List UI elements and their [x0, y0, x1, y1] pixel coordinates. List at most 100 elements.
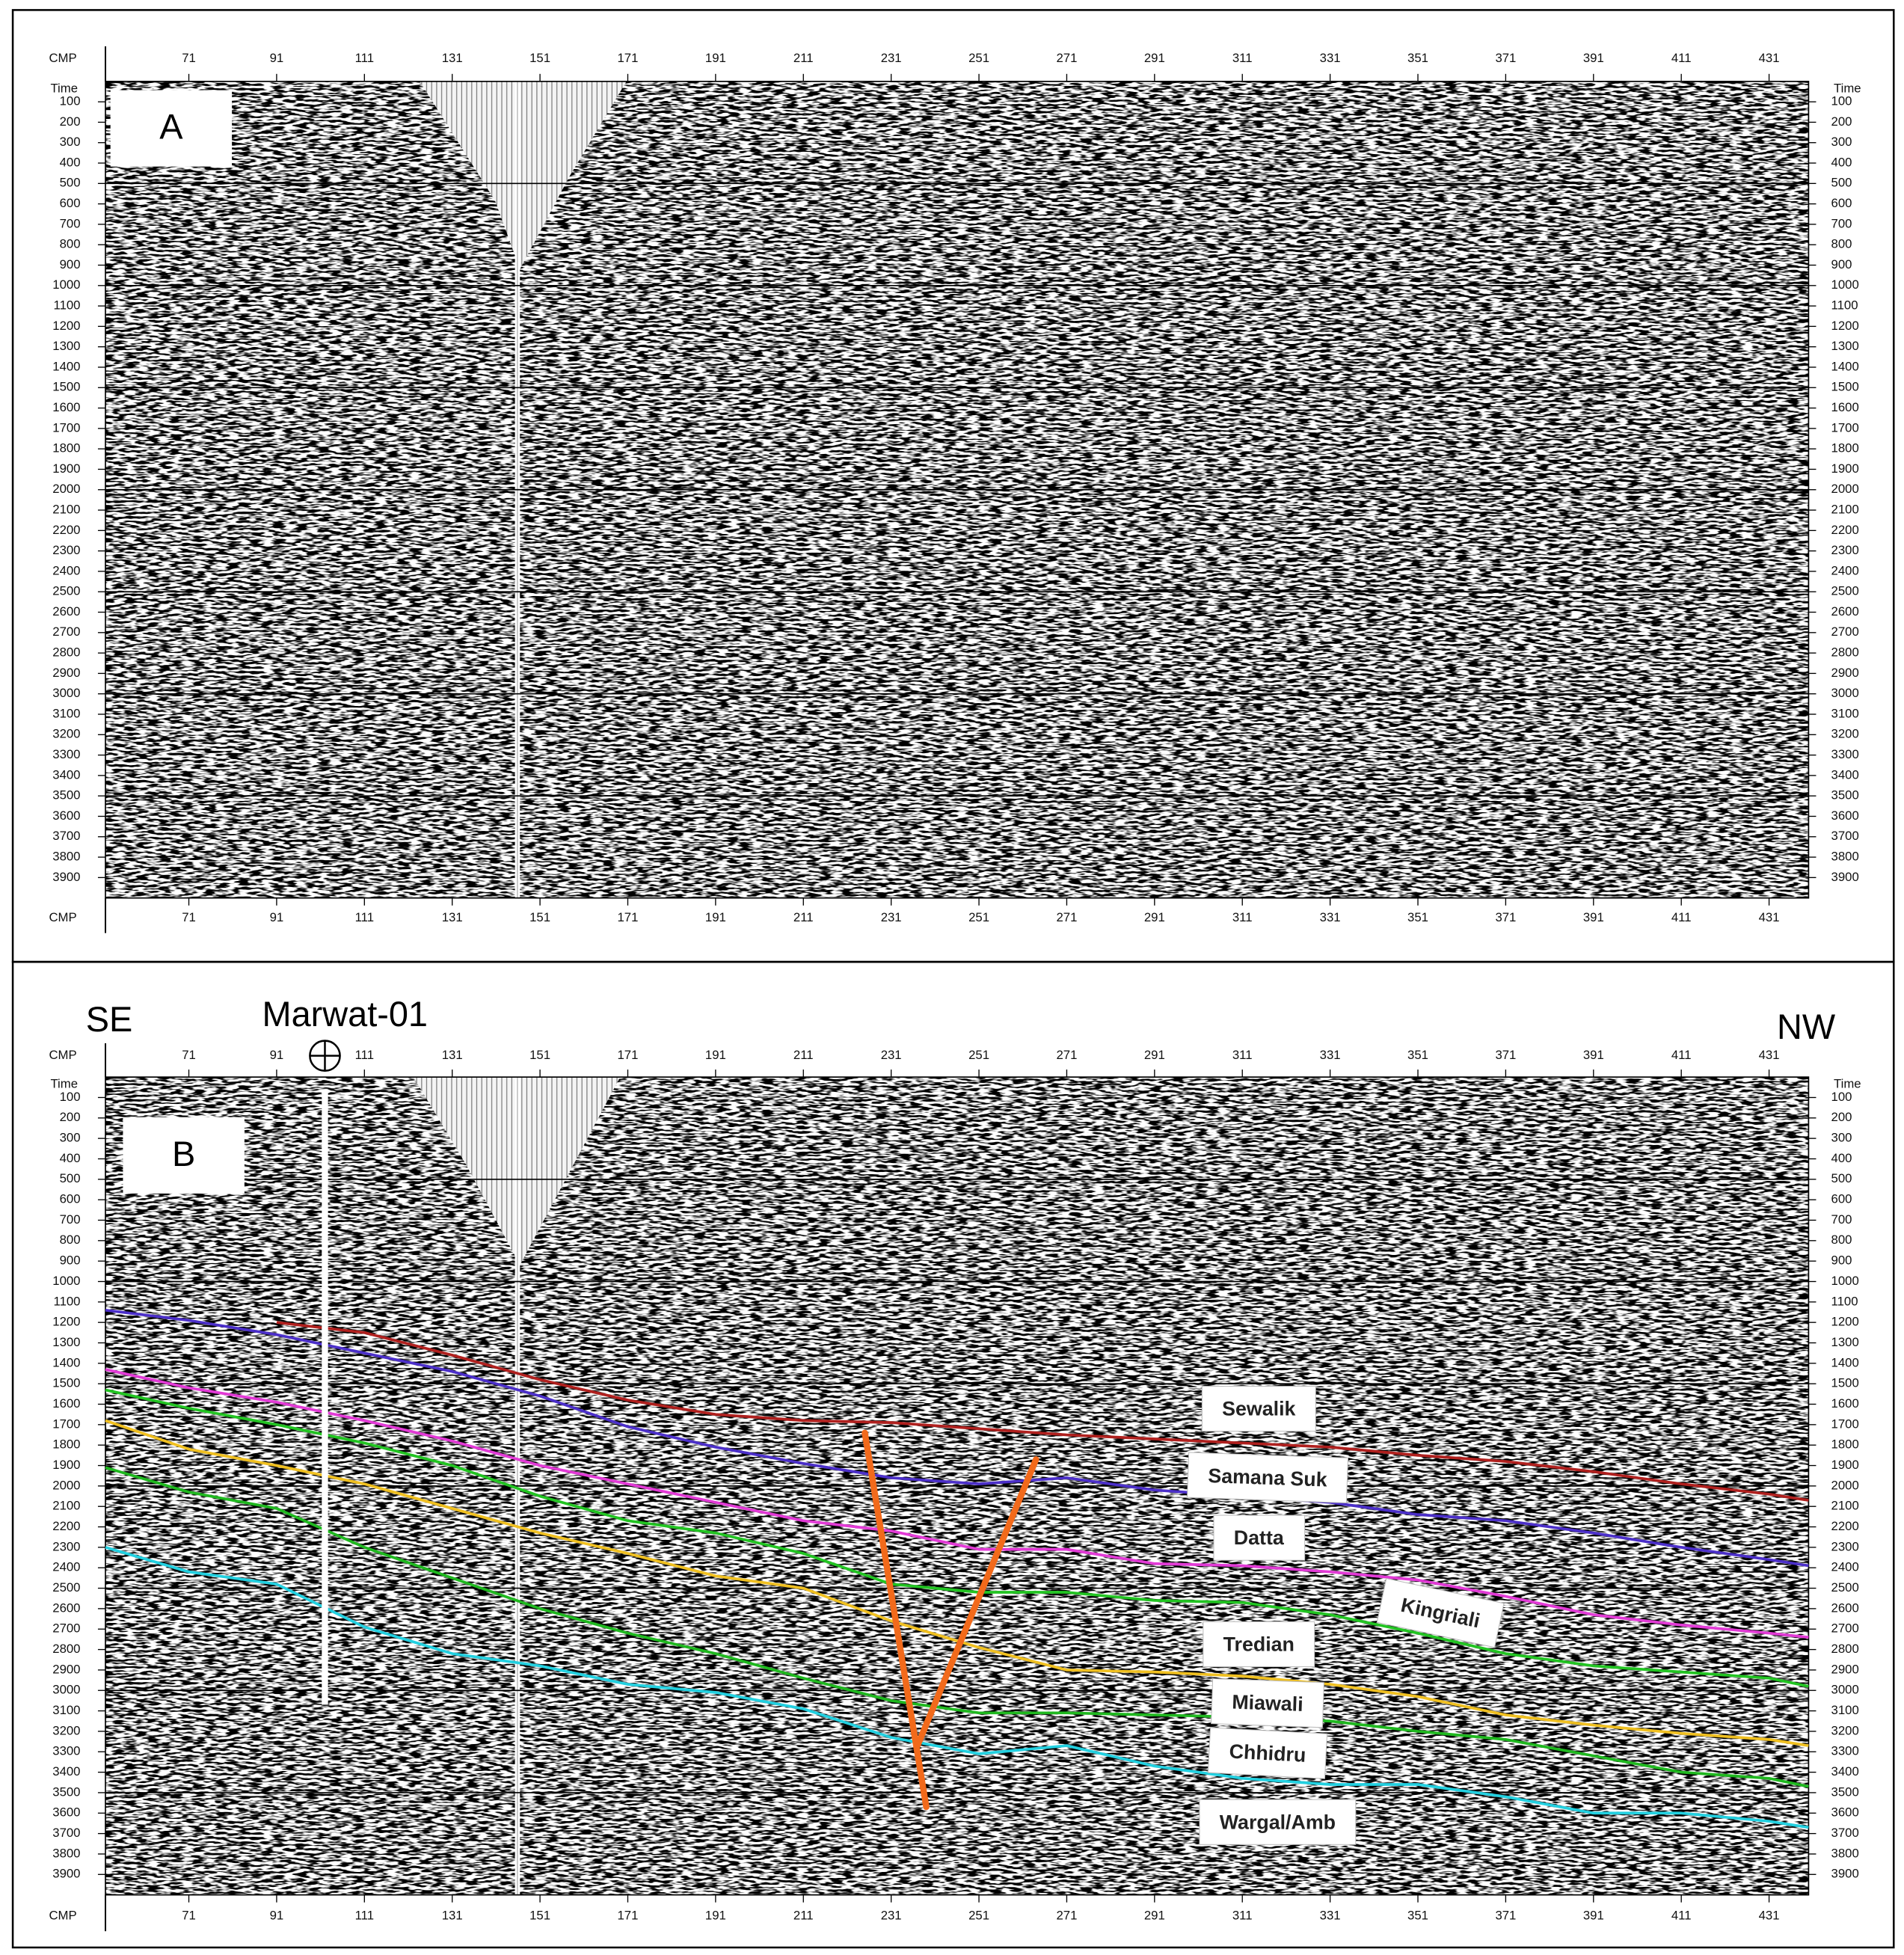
y-tick-label: 2500	[1831, 584, 1859, 598]
y-tick-label: 1400	[1831, 1355, 1859, 1369]
y-tick-label: 1400	[1831, 359, 1859, 373]
y-axis-label: Time	[1834, 1077, 1861, 1091]
y-tick-label: 2800	[1831, 1642, 1859, 1656]
y-tick-label: 1900	[1831, 461, 1859, 476]
x-tick-label: 171	[618, 51, 639, 65]
x-tick-label: 431	[1759, 910, 1780, 924]
x-tick-label: 351	[1407, 1048, 1428, 1062]
y-tick-label: 1600	[52, 1396, 80, 1411]
formation-label-text: Chhidru	[1229, 1740, 1306, 1766]
y-tick-label: 2500	[52, 584, 80, 598]
y-tick-label: 2200	[52, 523, 80, 537]
y-tick-label: 3300	[1831, 1744, 1859, 1758]
x-tick-label: 371	[1495, 910, 1516, 924]
x-tick-label: 111	[355, 1048, 374, 1062]
formation-label: Chhidru	[1207, 1727, 1328, 1779]
y-tick-label: 2000	[52, 482, 80, 496]
x-tick-label: 431	[1759, 51, 1780, 65]
x-tick-label: 111	[355, 1909, 374, 1923]
y-tick-label: 2200	[1831, 1519, 1859, 1533]
x-tick-label: 251	[968, 51, 989, 65]
y-tick-label: 400	[60, 1151, 81, 1165]
well-name: Marwat-01	[262, 995, 428, 1034]
x-tick-label: 391	[1583, 1048, 1604, 1062]
y-tick-label: 1000	[1831, 1274, 1859, 1288]
x-tick-label: 211	[793, 1909, 814, 1923]
y-tick-label: 1200	[1831, 1315, 1859, 1329]
y-tick-label: 2500	[52, 1580, 80, 1595]
y-tick-label: 3900	[1831, 870, 1859, 884]
y-tick-label: 200	[60, 1110, 81, 1124]
formation-label-text: Wargal/Amb	[1220, 1811, 1336, 1833]
panel-label: B	[172, 1135, 195, 1173]
formation-label: Wargal/Amb	[1199, 1799, 1357, 1845]
y-tick-label: 1300	[52, 1335, 80, 1349]
formation-label: Samana Suk	[1187, 1452, 1349, 1504]
x-tick-label: 211	[793, 51, 814, 65]
x-tick-label: 371	[1495, 51, 1516, 65]
y-tick-label: 2000	[1831, 482, 1859, 496]
y-tick-label: 3100	[1831, 706, 1859, 720]
fault	[914, 1456, 1039, 1749]
y-tick-label: 300	[60, 135, 81, 149]
x-tick-label: 131	[442, 51, 463, 65]
formation-label: Sewalik	[1201, 1386, 1316, 1432]
y-tick-label: 1600	[1831, 400, 1859, 414]
y-tick-label: 3500	[52, 1784, 80, 1799]
y-tick-label: 2000	[52, 1478, 80, 1492]
y-tick-label: 2100	[1831, 1499, 1859, 1513]
y-tick-label: 3400	[52, 767, 80, 782]
y-tick-label: 900	[1831, 1253, 1852, 1268]
y-tick-label: 3400	[1831, 1764, 1859, 1778]
y-tick-label: 3500	[1831, 1784, 1859, 1799]
y-tick-label: 2600	[52, 604, 80, 619]
x-tick-label: 131	[442, 1909, 463, 1923]
x-tick-label: 291	[1144, 51, 1165, 65]
y-tick-label: 3300	[52, 747, 80, 761]
y-tick-label: 400	[60, 155, 81, 169]
y-tick-label: 1700	[1831, 1417, 1859, 1431]
y-tick-label: 3600	[52, 808, 80, 823]
x-tick-label: 431	[1759, 1048, 1780, 1062]
y-tick-label: 1900	[52, 1458, 80, 1472]
x-tick-label: 131	[442, 910, 463, 924]
y-tick-label: 1800	[1831, 1437, 1859, 1452]
x-tick-label: 411	[1671, 51, 1692, 65]
y-tick-label: 3000	[52, 686, 80, 700]
y-tick-label: 2100	[52, 1499, 80, 1513]
y-tick-label: 2400	[52, 563, 80, 577]
y-tick-label: 3600	[1831, 1805, 1859, 1820]
y-tick-label: 600	[60, 196, 81, 210]
formation-label-box	[1376, 1577, 1505, 1648]
y-tick-label: 2900	[52, 1662, 80, 1676]
y-tick-label: 1200	[52, 1315, 80, 1329]
y-tick-label: 3300	[52, 1744, 80, 1758]
y-tick-label: 2700	[1831, 1621, 1859, 1636]
y-tick-label: 500	[1831, 176, 1852, 190]
y-tick-label: 1300	[1831, 339, 1859, 353]
x-tick-label: 311	[1232, 910, 1253, 924]
y-tick-label: 600	[60, 1192, 81, 1206]
x-axis-label: CMP	[49, 1048, 76, 1062]
y-tick-label: 3600	[1831, 808, 1859, 823]
formation-label-box	[1187, 1452, 1349, 1504]
panel-frame	[11, 960, 1895, 1949]
x-tick-label: 151	[529, 910, 550, 924]
x-tick-label: 111	[355, 910, 374, 924]
y-tick-label: 3800	[1831, 849, 1859, 863]
y-tick-label: 1900	[52, 461, 80, 476]
x-tick-label: 311	[1232, 1909, 1253, 1923]
y-tick-label: 3800	[52, 849, 80, 863]
y-tick-label: 100	[60, 1090, 81, 1104]
y-tick-label: 3200	[1831, 1723, 1859, 1737]
x-tick-label: 431	[1759, 1909, 1780, 1923]
y-tick-label: 1800	[1831, 441, 1859, 455]
x-tick-label: 191	[705, 51, 726, 65]
y-tick-label: 3300	[1831, 747, 1859, 761]
y-axis-label: Time	[1834, 81, 1861, 95]
formation-label-box	[1203, 1621, 1315, 1668]
y-tick-label: 2900	[1831, 1662, 1859, 1676]
y-tick-label: 2600	[1831, 1600, 1859, 1615]
x-tick-label: 151	[529, 51, 550, 65]
